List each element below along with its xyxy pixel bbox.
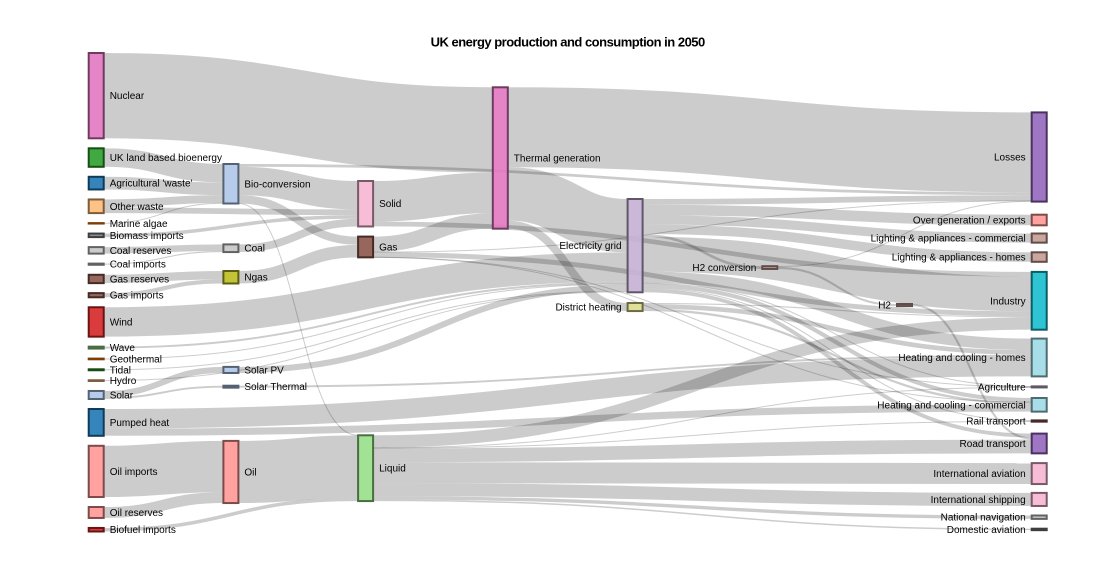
svg-text:Solar Thermal: Solar Thermal bbox=[244, 382, 307, 393]
svg-text:Solar PV: Solar PV bbox=[244, 365, 284, 376]
svg-text:Industry: Industry bbox=[990, 296, 1026, 307]
svg-text:International aviation: International aviation bbox=[933, 469, 1025, 480]
svg-text:Wave: Wave bbox=[110, 343, 136, 354]
svg-text:Lighting & appliances - homes: Lighting & appliances - homes bbox=[892, 253, 1026, 264]
svg-text:Gas imports: Gas imports bbox=[110, 291, 164, 302]
svg-text:Gas: Gas bbox=[379, 242, 397, 253]
svg-text:Liquid: Liquid bbox=[379, 464, 406, 475]
svg-text:Biomass imports: Biomass imports bbox=[110, 231, 184, 242]
svg-text:Heating and cooling - commerci: Heating and cooling - commercial bbox=[877, 400, 1025, 411]
svg-text:Solar: Solar bbox=[110, 390, 134, 401]
svg-text:Domestic aviation: Domestic aviation bbox=[947, 525, 1026, 536]
svg-text:Lighting & appliances - commer: Lighting & appliances - commercial bbox=[871, 234, 1026, 245]
svg-text:Other waste: Other waste bbox=[110, 202, 164, 213]
svg-text:Electricity grid: Electricity grid bbox=[559, 241, 621, 252]
svg-text:Agricultural 'waste': Agricultural 'waste' bbox=[110, 179, 193, 190]
svg-text:Coal reserves: Coal reserves bbox=[110, 246, 172, 257]
svg-text:National navigation: National navigation bbox=[941, 513, 1026, 524]
svg-text:Hydro: Hydro bbox=[110, 376, 137, 387]
svg-text:Coal: Coal bbox=[244, 244, 265, 255]
svg-text:Ngas: Ngas bbox=[244, 273, 267, 284]
svg-text:Biofuel imports: Biofuel imports bbox=[110, 525, 176, 536]
svg-text:Nuclear: Nuclear bbox=[110, 91, 145, 102]
svg-text:Geothermal: Geothermal bbox=[110, 354, 162, 365]
svg-text:District heating: District heating bbox=[555, 303, 621, 314]
svg-text:UK land based bioenergy: UK land based bioenergy bbox=[110, 153, 222, 164]
svg-text:Tidal: Tidal bbox=[110, 365, 131, 376]
svg-text:International shipping: International shipping bbox=[931, 495, 1026, 506]
svg-text:Rail transport: Rail transport bbox=[966, 417, 1026, 428]
svg-text:Oil reserves: Oil reserves bbox=[110, 508, 163, 519]
svg-text:Oil imports: Oil imports bbox=[110, 467, 158, 478]
svg-text:Pumped heat: Pumped heat bbox=[110, 418, 170, 429]
svg-text:Road transport: Road transport bbox=[960, 439, 1026, 450]
svg-text:H2 conversion: H2 conversion bbox=[692, 263, 756, 274]
svg-text:Oil: Oil bbox=[244, 467, 256, 478]
svg-text:Losses: Losses bbox=[994, 153, 1026, 164]
svg-text:Bio-conversion: Bio-conversion bbox=[244, 179, 310, 190]
svg-text:UK energy production and consu: UK energy production and consumption in … bbox=[431, 35, 705, 50]
svg-text:Coal imports: Coal imports bbox=[110, 260, 166, 271]
svg-text:Wind: Wind bbox=[110, 317, 133, 328]
svg-text:H2: H2 bbox=[878, 301, 891, 312]
svg-text:Solid: Solid bbox=[379, 199, 401, 210]
svg-text:Thermal generation: Thermal generation bbox=[514, 153, 601, 164]
svg-text:Marine algae: Marine algae bbox=[110, 219, 168, 230]
svg-text:Heating and cooling - homes: Heating and cooling - homes bbox=[898, 353, 1025, 364]
svg-text:Over generation / exports: Over generation / exports bbox=[913, 216, 1026, 227]
svg-text:Gas reserves: Gas reserves bbox=[110, 274, 169, 285]
svg-text:Agriculture: Agriculture bbox=[978, 382, 1026, 393]
